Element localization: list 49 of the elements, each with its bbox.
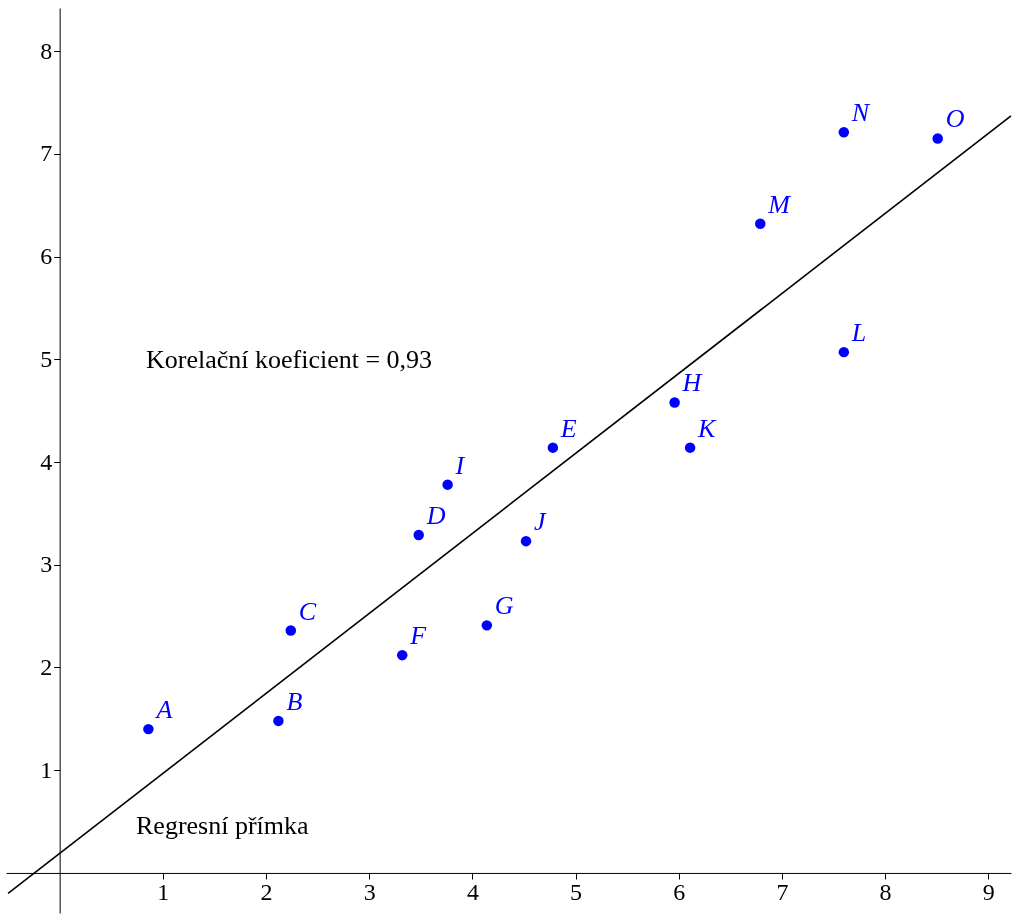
point xyxy=(932,133,943,144)
data-label: A xyxy=(154,695,173,725)
data-label: B xyxy=(286,686,303,716)
x-tick-label: 6 xyxy=(673,879,686,906)
point xyxy=(520,535,532,547)
x-tick-label: 5 xyxy=(570,879,583,906)
x-tick-label: 1 xyxy=(157,879,170,906)
point xyxy=(396,649,408,661)
data-label: J xyxy=(534,507,548,537)
data-label: K xyxy=(697,413,718,443)
point xyxy=(669,397,680,408)
point xyxy=(273,715,284,727)
y-tick-label: 7 xyxy=(40,140,53,167)
point xyxy=(442,479,453,490)
x-tick-label: 9 xyxy=(982,879,995,906)
point xyxy=(838,127,850,138)
data-label: L xyxy=(850,318,867,348)
point xyxy=(838,346,850,358)
x-tick-label: 2 xyxy=(260,879,273,906)
y-tick-label: 8 xyxy=(40,37,53,64)
x-tick-label: 3 xyxy=(363,879,376,906)
x-tick-label: 4 xyxy=(466,879,479,906)
data-label: D xyxy=(425,500,446,530)
data-label: C xyxy=(298,596,317,626)
point xyxy=(547,442,559,453)
annotation: Regresní přímka xyxy=(136,811,310,840)
y-tick-label: 3 xyxy=(40,551,53,578)
point xyxy=(481,620,493,631)
data-label: H xyxy=(681,368,703,398)
point xyxy=(413,529,424,541)
y-tick-label: 1 xyxy=(40,756,53,783)
data-label: M xyxy=(767,189,792,219)
point xyxy=(285,625,297,636)
x-tick-label: 7 xyxy=(776,879,789,906)
point xyxy=(755,218,766,229)
x-tick-label: 8 xyxy=(879,879,892,906)
point xyxy=(143,723,154,735)
data-label: O xyxy=(945,104,965,134)
data-label: N xyxy=(850,98,871,128)
y-tick-label: 5 xyxy=(40,345,53,372)
data-label: I xyxy=(454,450,466,480)
annotation: Korelační koeficient = 0,93 xyxy=(146,345,433,374)
data-label: E xyxy=(559,413,577,443)
point xyxy=(684,442,696,453)
y-tick-label: 6 xyxy=(40,243,53,270)
y-tick-label: 4 xyxy=(40,448,53,475)
y-tick-label: 2 xyxy=(40,653,53,680)
data-label: G xyxy=(494,591,514,621)
data-label: F xyxy=(409,621,428,651)
